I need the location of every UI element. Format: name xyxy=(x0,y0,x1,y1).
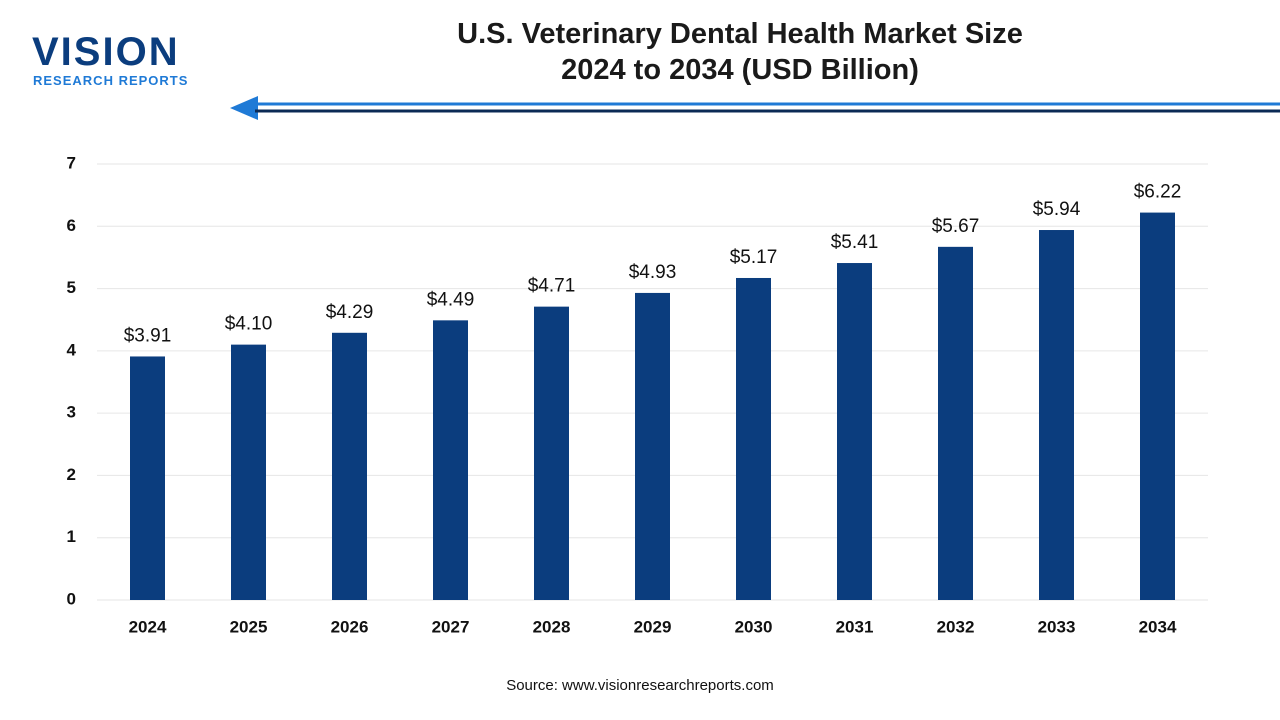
bar xyxy=(1140,212,1175,600)
y-tick-label: 5 xyxy=(67,278,76,297)
value-label: $5.17 xyxy=(730,247,778,268)
bar xyxy=(837,263,872,600)
bar xyxy=(534,306,569,600)
chart-title: U.S. Veterinary Dental Health Market Siz… xyxy=(457,18,1023,86)
x-tick-label: 2034 xyxy=(1139,617,1177,636)
bar xyxy=(130,356,165,600)
x-tick-label: 2030 xyxy=(735,617,773,636)
value-label: $5.41 xyxy=(831,232,879,253)
y-tick-label: 4 xyxy=(67,340,77,359)
logo-tagline: RESEARCH REPORTS xyxy=(33,73,189,88)
bar xyxy=(635,292,670,600)
x-tick-label: 2025 xyxy=(230,617,268,636)
y-tick-label: 3 xyxy=(67,403,76,422)
arrow-head xyxy=(230,96,258,120)
x-tick-label: 2026 xyxy=(331,617,369,636)
y-tick-label: 6 xyxy=(67,216,76,235)
value-label: $6.22 xyxy=(1134,182,1182,203)
x-tick-label: 2027 xyxy=(432,617,470,636)
value-label: $5.94 xyxy=(1033,199,1081,220)
x-tick-label: 2031 xyxy=(836,617,874,636)
x-tick-label: 2028 xyxy=(533,617,571,636)
bar xyxy=(231,344,266,600)
bar xyxy=(332,332,367,600)
y-tick-label: 2 xyxy=(67,465,76,484)
x-tick-label: 2032 xyxy=(937,617,975,636)
bar xyxy=(736,277,771,600)
source: Source: www.visionresearchreports.com xyxy=(506,677,774,694)
logo-name: VISION xyxy=(32,30,180,74)
value-label: $5.67 xyxy=(932,216,980,237)
bar xyxy=(1039,230,1074,600)
bar xyxy=(938,246,973,600)
value-label: $4.93 xyxy=(629,262,677,283)
x-tick-label: 2033 xyxy=(1038,617,1076,636)
value-label: $3.91 xyxy=(124,325,172,346)
value-label: $4.10 xyxy=(225,314,273,335)
value-label: $4.71 xyxy=(528,276,576,297)
x-tick-label: 2024 xyxy=(129,617,167,636)
bar xyxy=(433,320,468,600)
y-tick-label: 7 xyxy=(67,153,76,172)
y-tick-label: 1 xyxy=(67,527,76,546)
y-tick-label: 0 xyxy=(67,589,76,608)
x-tick-label: 2029 xyxy=(634,617,672,636)
value-label: $4.29 xyxy=(326,302,374,323)
value-label: $4.49 xyxy=(427,289,475,310)
